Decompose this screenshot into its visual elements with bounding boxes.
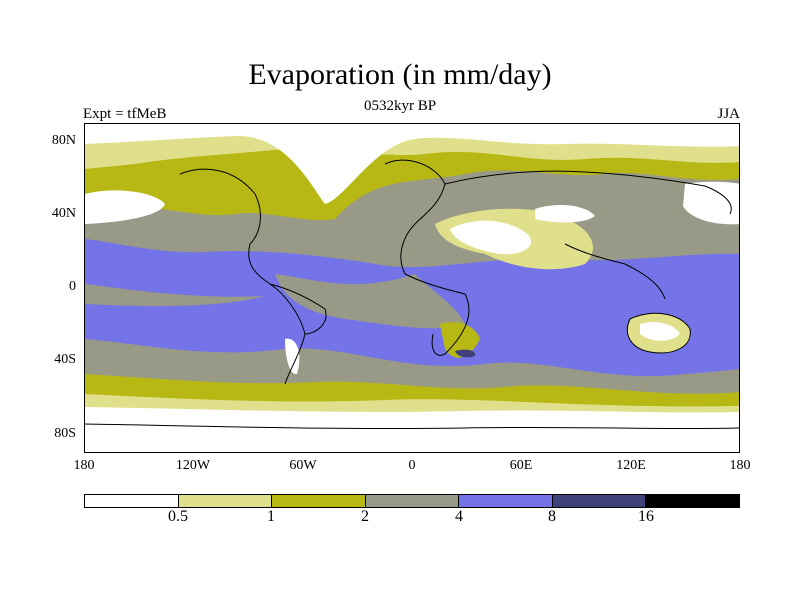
colorbar-label: 2 xyxy=(361,508,369,525)
y-tick-label: 80S xyxy=(54,426,76,441)
colorbar-label: 1 xyxy=(267,508,275,525)
x-tick-label: 0 xyxy=(408,458,416,473)
pacific-grey-streak xyxy=(85,284,265,307)
x-tick-label: 120W xyxy=(175,458,211,473)
asia-white xyxy=(535,204,595,223)
patagonia-white xyxy=(285,338,300,375)
colorbar-label: 0.5 xyxy=(168,508,188,525)
colorbar xyxy=(84,494,740,508)
arctic-white xyxy=(85,124,739,204)
season-label: JJA xyxy=(717,106,740,122)
colorbar-box xyxy=(552,495,647,507)
dark-patch-8-16 xyxy=(455,349,476,358)
colorbar-label: 16 xyxy=(638,508,654,525)
npacific-east-white xyxy=(683,181,739,225)
colorbar-box xyxy=(459,495,553,507)
experiment-label: Expt = tfMeB xyxy=(83,106,167,122)
colorbar-box xyxy=(85,495,179,507)
colorbar-label: 8 xyxy=(548,508,556,525)
x-tick-label: 60E xyxy=(509,458,533,473)
y-tick-label: 80N xyxy=(51,133,76,148)
x-tick-label: 60W xyxy=(289,458,317,473)
sahara-white xyxy=(450,220,531,255)
colorbar-label: 4 xyxy=(455,508,463,525)
plot-subtitle: 0532kyr BP xyxy=(363,98,437,114)
x-tick-label: 120E xyxy=(616,458,646,473)
x-tick-label: 180 xyxy=(73,458,95,473)
plot-title: Evaporation (in mm/day) xyxy=(248,58,552,91)
australia-white xyxy=(640,322,680,341)
colorbar-box xyxy=(365,495,460,507)
colorbar-box xyxy=(178,495,273,507)
y-tick-label: 40N xyxy=(51,206,76,221)
y-tick-label: 0 xyxy=(69,279,76,294)
x-tick-label: 180 xyxy=(729,458,751,473)
colorbar-box xyxy=(646,495,740,507)
coastlines xyxy=(85,159,739,430)
npacific-white xyxy=(85,190,165,224)
evaporation-map xyxy=(84,123,740,453)
antarctica-white xyxy=(85,407,739,452)
y-tick-label: 40S xyxy=(54,352,76,367)
colorbar-box xyxy=(272,495,366,507)
amazon-grey xyxy=(275,274,465,329)
map-svg xyxy=(85,124,739,452)
